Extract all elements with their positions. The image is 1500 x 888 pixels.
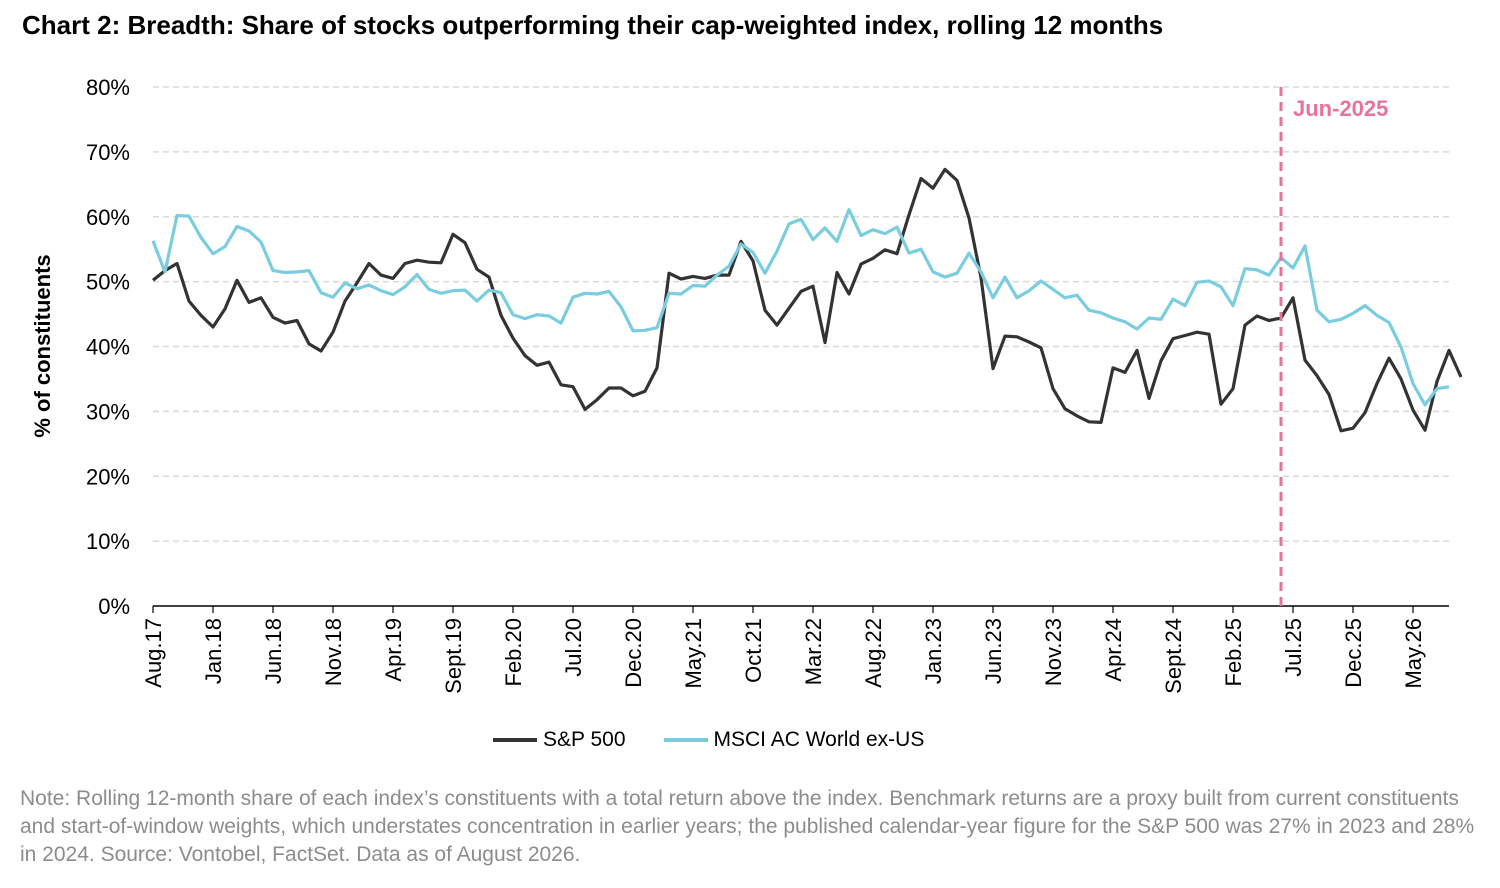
legend-swatch-sp500: [493, 738, 537, 742]
series-lines: [151, 167, 1463, 433]
legend-label-msci: MSCI AC World ex-US: [713, 728, 925, 751]
x-tick-label: Jul.20: [561, 618, 586, 677]
y-tick-label: 20%: [86, 464, 130, 489]
legend-item-msci: MSCI AC World ex-US: [663, 728, 925, 752]
x-tick-label: Jun.18: [261, 618, 286, 684]
y-tick-label: 10%: [86, 529, 130, 554]
y-tick-label: 50%: [86, 270, 130, 295]
x-tick-label: Jun.23: [981, 618, 1006, 684]
legend-label-sp500: S&P 500: [543, 728, 626, 751]
marker-label: Jun-2025: [1293, 96, 1388, 121]
gridlines: [153, 86, 1449, 542]
x-tick-label: Dec.20: [621, 618, 646, 688]
x-tick-label: May.26: [1401, 618, 1426, 689]
x-tick-label: Oct.21: [741, 618, 766, 683]
x-tick-label: Mar.22: [801, 618, 826, 685]
x-axis-ticks: Aug.17 Jan.18 Jun.18 Nov.18 Apr.19 Sept.19 Feb…: [141, 606, 1426, 694]
x-tick-label: Nov.23: [1041, 618, 1066, 686]
chart-title: Chart 2: Breadth: Share of stocks outper…: [22, 10, 1164, 40]
x-tick-label: Apr.19: [381, 618, 406, 682]
x-tick-label: Jul.25: [1281, 618, 1306, 677]
chart-note: Note: Rolling 12-month share of each ind…: [20, 787, 1475, 866]
x-tick-label: Apr.24: [1101, 618, 1126, 682]
x-tick-label: Jan.23: [921, 618, 946, 684]
x-tick-label: Jan.18: [201, 618, 226, 684]
x-tick-label: Aug.22: [861, 618, 886, 688]
x-tick-label: Nov.18: [321, 618, 346, 686]
jun-2025-marker: Jun-2025: [1279, 87, 1388, 606]
y-tick-label: 40%: [86, 335, 130, 360]
series-line-msci: [151, 208, 1450, 407]
y-tick-label: 60%: [86, 205, 130, 230]
x-tick-label: Feb.25: [1221, 618, 1246, 687]
y-axis-label: % of constituents: [30, 254, 55, 437]
x-tick-label: Feb.20: [501, 618, 526, 687]
y-tick-label: 70%: [86, 140, 130, 165]
y-tick-label: 80%: [86, 75, 130, 100]
x-tick-label: May.21: [681, 618, 706, 689]
x-tick-label: Sept.24: [1161, 618, 1186, 694]
legend: S&P 500 MSCI AC World ex-US: [493, 728, 962, 752]
x-tick-label: Aug.17: [141, 618, 166, 688]
y-axis-ticks: 0% 10% 20% 30% 40% 50% 60% 70% 80%: [86, 75, 130, 619]
y-tick-label: 0%: [98, 594, 130, 619]
legend-swatch-msci: [663, 738, 708, 742]
series-line-sp500: [151, 167, 1463, 433]
x-tick-label: Dec.25: [1341, 618, 1366, 688]
y-tick-label: 30%: [86, 399, 130, 424]
x-tick-label: Sept.19: [441, 618, 466, 694]
legend-item-sp500: S&P 500: [493, 728, 626, 752]
